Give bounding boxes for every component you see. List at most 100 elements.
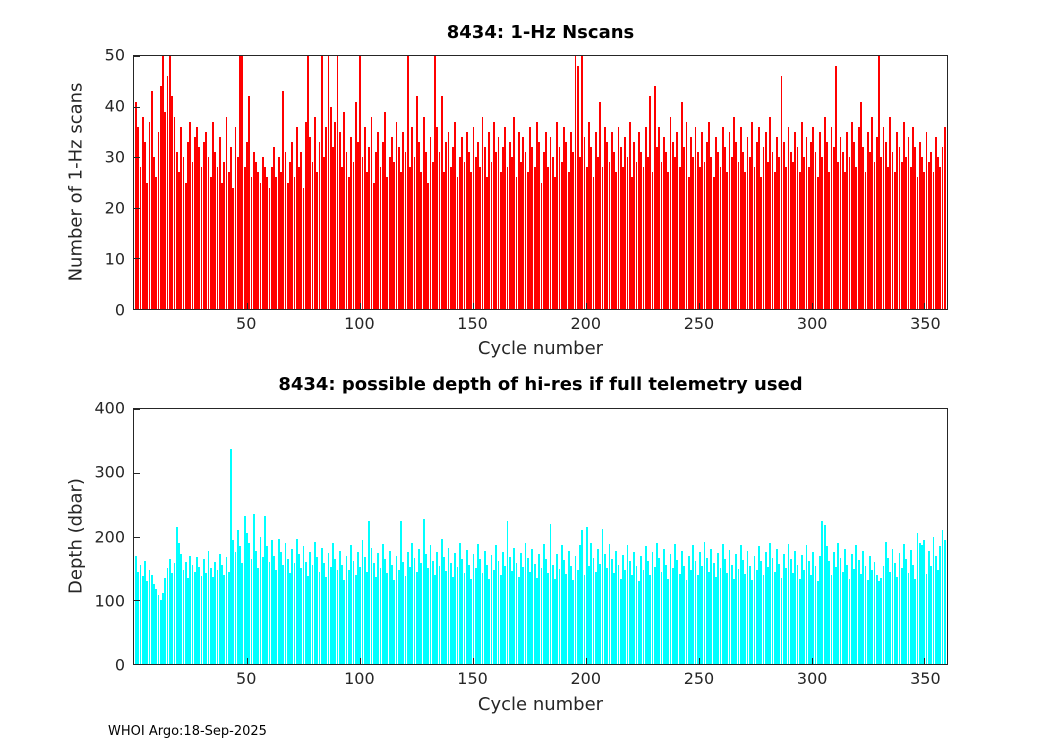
bar [762, 147, 765, 309]
bar [717, 152, 720, 309]
bar [214, 152, 217, 309]
bar [347, 569, 350, 664]
bar [155, 177, 158, 309]
x-tick-label: 150 [457, 669, 488, 688]
bar [486, 565, 488, 664]
bar [701, 131, 704, 309]
bar [436, 551, 439, 664]
bar [395, 555, 398, 664]
bar [647, 157, 649, 309]
bar [477, 142, 479, 309]
bar [782, 553, 785, 664]
bar [196, 556, 198, 664]
bar [742, 152, 744, 309]
bar [724, 147, 726, 309]
bar [900, 162, 903, 309]
bar [363, 126, 366, 309]
bar [927, 162, 930, 309]
bar [730, 564, 733, 664]
bar [903, 543, 905, 664]
bar [391, 136, 393, 309]
bar [252, 514, 255, 664]
bar [241, 563, 244, 664]
bar [293, 177, 296, 309]
bar [742, 560, 744, 664]
bar [896, 131, 899, 309]
bar [259, 536, 262, 664]
bar [572, 152, 575, 309]
bar [753, 167, 756, 309]
bar [207, 550, 210, 664]
bar [538, 142, 541, 309]
bar [869, 152, 871, 309]
bar [939, 167, 942, 309]
bar [814, 566, 817, 664]
bar [517, 131, 520, 309]
x-tick-label: 200 [570, 669, 602, 688]
bar [785, 568, 787, 664]
bar [332, 147, 334, 309]
bar [554, 177, 556, 309]
bar [492, 569, 495, 664]
bar [182, 569, 185, 664]
bar [794, 131, 797, 309]
bar [474, 568, 477, 664]
bar [669, 554, 672, 664]
bar [400, 172, 402, 309]
bar [667, 172, 670, 309]
bar [769, 542, 772, 664]
bar [223, 162, 226, 309]
plot-area [133, 408, 948, 665]
bar [671, 568, 674, 664]
bar [866, 131, 869, 309]
bar [295, 126, 298, 309]
bar [413, 157, 416, 309]
bar [436, 126, 439, 309]
bar [257, 568, 260, 664]
bar [232, 539, 235, 664]
bar [266, 546, 269, 664]
bar [372, 182, 375, 309]
bar [189, 555, 192, 664]
bar [909, 549, 912, 664]
bar [391, 565, 393, 664]
bar [683, 565, 686, 664]
bar [352, 162, 355, 309]
bar [209, 568, 212, 664]
bar [381, 142, 384, 309]
bar [538, 553, 541, 664]
bar [839, 558, 842, 664]
bar [830, 575, 833, 664]
bar [563, 126, 565, 309]
y-tick-labels: 0 100 200 300 400 [0, 399, 125, 675]
bar [873, 562, 876, 664]
bar [751, 579, 754, 664]
bar [381, 544, 384, 664]
bar [159, 600, 162, 664]
y-tick-mark [134, 309, 140, 310]
bar [418, 549, 420, 664]
bar [554, 578, 556, 664]
bar [148, 121, 151, 309]
bar [153, 157, 155, 309]
bar [481, 116, 484, 309]
bar [168, 558, 171, 664]
bar [941, 530, 944, 664]
bar [438, 152, 441, 309]
bar [227, 172, 230, 309]
bar [264, 167, 266, 309]
bar [932, 536, 935, 664]
bar [705, 142, 708, 309]
x-axis-label: Cycle number [477, 694, 604, 715]
bar [504, 126, 507, 309]
bar [533, 167, 536, 309]
bar [347, 177, 350, 309]
bar [502, 551, 504, 664]
bar [316, 556, 319, 664]
bar [323, 563, 325, 664]
bar [681, 551, 683, 664]
bar [606, 568, 609, 664]
bar [832, 552, 835, 664]
bar [721, 543, 724, 664]
bar [841, 152, 844, 309]
